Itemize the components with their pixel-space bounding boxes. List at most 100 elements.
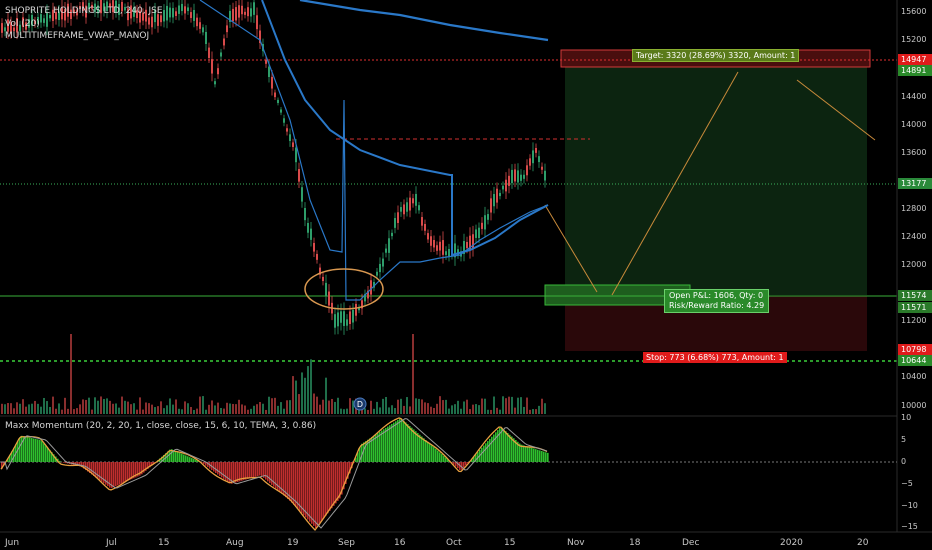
candle-body — [151, 16, 153, 28]
momentum-bar — [65, 462, 67, 464]
candle-body — [472, 234, 474, 249]
candle-body — [28, 19, 30, 28]
candle-body — [208, 47, 210, 58]
volume-bar — [463, 401, 465, 414]
candle-body — [109, 3, 111, 8]
momentum-bar — [265, 462, 267, 480]
momentum-bar — [89, 462, 91, 473]
momentum-bar — [277, 462, 279, 491]
momentum-bar — [221, 462, 223, 478]
candle-body — [406, 202, 408, 212]
volume-bar — [331, 398, 333, 414]
candle-body — [229, 10, 231, 22]
candle-body — [4, 27, 6, 32]
volume-bars — [1, 334, 546, 414]
candle-body — [469, 235, 471, 251]
volume-bar — [520, 397, 522, 414]
volume-bar — [382, 398, 384, 414]
momentum-bar — [269, 462, 271, 484]
momentum-bar — [349, 462, 351, 474]
momentum-bar — [267, 462, 269, 482]
volume-bar — [121, 396, 123, 414]
time-tick: Oct — [446, 538, 462, 548]
momentum-bar — [251, 462, 253, 478]
volume-bar — [439, 396, 441, 414]
target-label[interactable]: Target: 3320 (28.69%) 3320, Amount: 1 — [632, 49, 800, 62]
momentum-bar — [233, 462, 235, 484]
candle-body — [313, 242, 315, 252]
momentum-bar — [245, 462, 247, 480]
momentum-bar — [421, 436, 423, 462]
volume-bar — [373, 408, 375, 414]
momentum-bar — [339, 462, 341, 499]
volume-bar — [316, 396, 318, 414]
volume-bar — [400, 398, 402, 414]
momentum-signal-line — [0, 417, 548, 531]
position-info-box[interactable]: Open P&L: 1606, Qty: 0 Risk/Reward Ratio… — [664, 289, 770, 313]
candle-body — [445, 251, 447, 255]
momentum-bar — [355, 457, 357, 462]
momentum-bar — [227, 462, 229, 482]
momentum-bar — [29, 437, 31, 462]
momentum-bar — [133, 462, 135, 479]
momentum-bar — [131, 462, 133, 480]
momentum-bar — [139, 462, 141, 476]
dividend-marker[interactable] — [353, 397, 367, 411]
candle-body — [250, 8, 252, 17]
volume-bar — [157, 406, 159, 414]
momentum-bar — [197, 460, 199, 462]
volume-bar — [91, 409, 93, 414]
volume-bar — [265, 409, 267, 414]
momentum-bar — [127, 462, 129, 481]
volume-bar — [334, 401, 336, 414]
momentum-bar — [33, 438, 35, 462]
price-tick: 12400 — [901, 232, 927, 241]
volume-bar — [280, 402, 282, 414]
candle-body — [178, 5, 180, 14]
momentum-bar — [331, 462, 333, 509]
candle-body — [484, 215, 486, 230]
candle-body — [211, 59, 213, 74]
volume-bar — [523, 406, 525, 414]
momentum-bar — [181, 453, 183, 462]
volume-bar — [436, 403, 438, 414]
momentum-bar — [471, 458, 473, 462]
momentum-bar — [505, 431, 507, 462]
candle-body — [169, 7, 171, 18]
candle-body — [199, 22, 201, 29]
momentum-bar — [273, 462, 275, 487]
candle-body — [13, 27, 15, 32]
dividend-label: D — [357, 400, 363, 409]
candle-body — [373, 282, 375, 288]
candle-body — [139, 10, 141, 23]
momentum-bar — [43, 443, 45, 462]
candle-body — [10, 22, 12, 34]
momentum-bar — [439, 452, 441, 462]
momentum-bar — [383, 429, 385, 462]
stop-label[interactable]: Stop: 773 (6.68%) 773, Amount: 1 — [643, 352, 787, 363]
momentum-bar — [475, 454, 477, 462]
volume-bar — [259, 401, 261, 414]
candle-body — [67, 3, 69, 17]
volume-bar — [343, 409, 345, 414]
volume-bar — [472, 404, 474, 414]
candle-body — [73, 9, 75, 14]
candle-body — [175, 11, 177, 16]
momentum-bar — [313, 462, 315, 526]
momentum-bar — [291, 462, 293, 503]
candle-body — [529, 158, 531, 166]
momentum-bar — [333, 462, 335, 506]
candle-body — [340, 311, 342, 323]
momentum-bar — [483, 445, 485, 462]
candle-body — [124, 7, 126, 11]
momentum-bar — [275, 462, 277, 489]
momentum-bar — [63, 462, 65, 463]
momentum-bar — [17, 440, 19, 462]
momentum-bar — [541, 451, 543, 462]
candle-body — [253, 2, 255, 15]
momentum-bar — [443, 455, 445, 462]
candle-body — [88, 2, 90, 10]
momentum-bar — [335, 462, 337, 504]
candle-body — [343, 311, 345, 326]
